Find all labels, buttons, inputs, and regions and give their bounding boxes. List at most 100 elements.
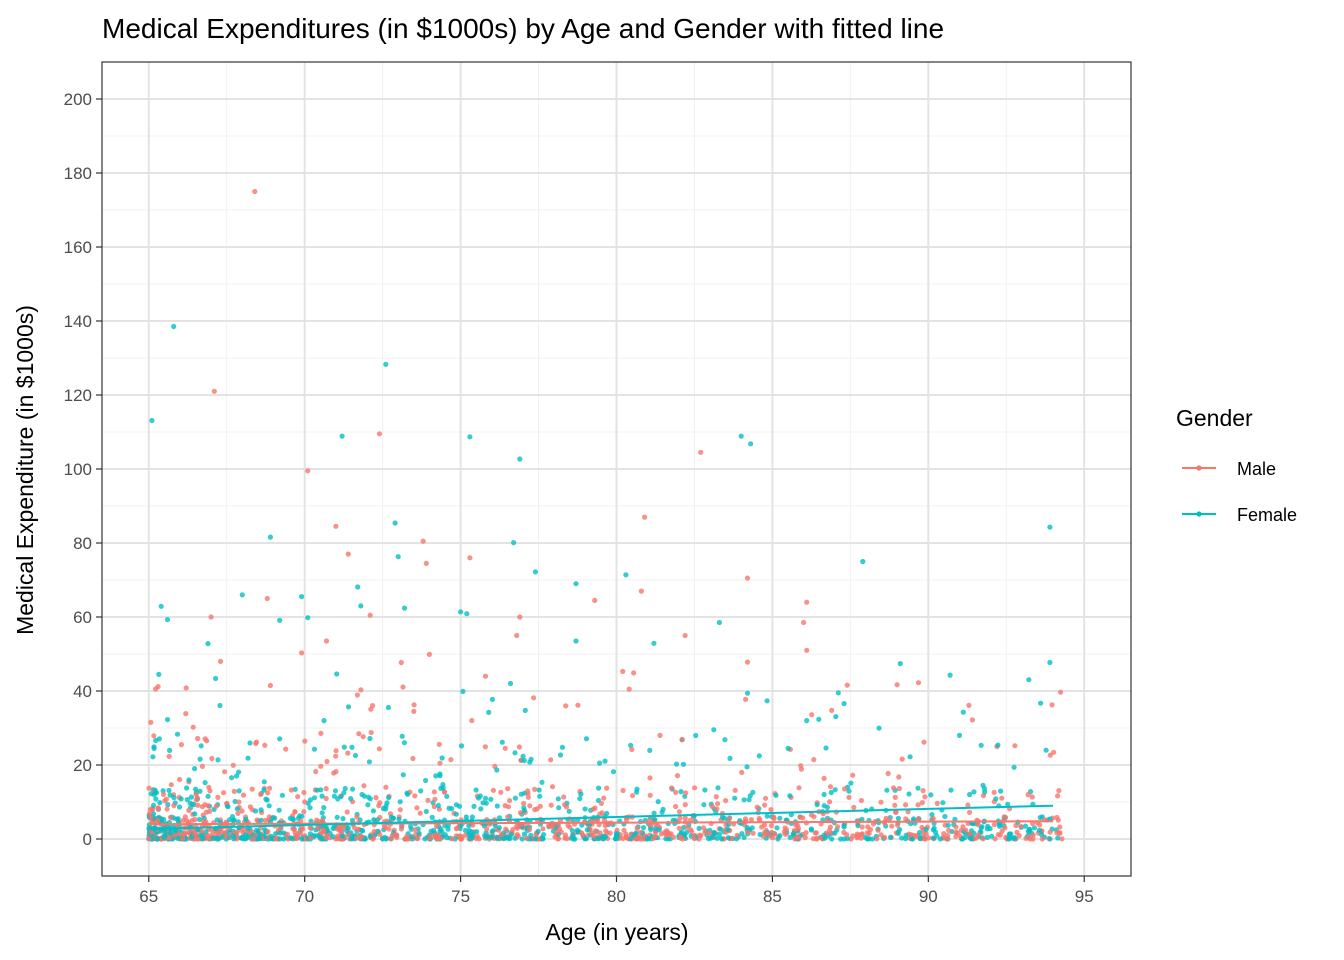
point-female [374, 817, 381, 823]
point-male [292, 809, 298, 815]
point-female [790, 830, 797, 837]
point-female [715, 785, 721, 791]
legend: Gender Male Female [1176, 405, 1297, 525]
point-male [323, 786, 329, 792]
point-female [167, 747, 173, 754]
point-female [848, 780, 854, 786]
point-male [850, 772, 856, 778]
point-female [738, 433, 744, 439]
point-female [247, 740, 253, 746]
point-female [968, 836, 974, 842]
point-female [507, 680, 514, 687]
x-axis-title: Age (in years) [545, 919, 688, 945]
point-male [715, 801, 721, 807]
point-male [739, 769, 745, 776]
point-female [756, 753, 762, 759]
point-male [423, 560, 429, 567]
point-female [149, 417, 155, 424]
point-female [612, 836, 619, 842]
point-female [648, 826, 654, 833]
fit-line-male [148, 820, 1054, 826]
point-female [787, 793, 793, 799]
point-female [319, 810, 325, 816]
point-female [197, 756, 203, 762]
point-male [771, 814, 777, 820]
point-male [183, 711, 189, 717]
point-female [338, 793, 344, 800]
point-female [1055, 835, 1061, 841]
point-female [429, 814, 435, 821]
point-male [192, 816, 198, 823]
point-male [505, 814, 511, 820]
point-female [384, 800, 390, 806]
x-tick-label: 95 [1075, 887, 1094, 906]
point-female [464, 611, 470, 617]
point-male [892, 794, 898, 801]
point-male [437, 760, 443, 766]
point-male [484, 826, 490, 832]
point-female [176, 804, 183, 810]
x-tick-label: 75 [451, 887, 470, 906]
point-female [345, 704, 352, 710]
point-female [164, 617, 171, 623]
point-female [1047, 659, 1053, 666]
point-male [664, 832, 670, 838]
point-male [301, 809, 307, 815]
point-female [906, 791, 912, 797]
point-male [999, 795, 1005, 801]
point-female [277, 836, 283, 842]
point-male [676, 809, 683, 815]
point-female [573, 638, 579, 644]
point-female [773, 792, 779, 799]
point-male [946, 827, 952, 834]
point-female [1005, 801, 1011, 807]
point-male [734, 832, 740, 839]
point-male [638, 588, 645, 594]
point-male [713, 794, 719, 800]
point-female [719, 836, 725, 842]
point-male [674, 773, 681, 779]
point-female [702, 787, 708, 793]
point-male [592, 597, 598, 604]
point-male [168, 782, 174, 788]
point-female [397, 799, 403, 805]
point-male [283, 746, 289, 752]
point-male [202, 736, 208, 742]
point-female [967, 791, 973, 798]
point-male [517, 614, 523, 620]
point-female [979, 824, 985, 830]
point-male [803, 830, 809, 836]
point-female [408, 826, 414, 832]
point-male [323, 638, 330, 644]
point-male [759, 824, 765, 830]
point-male [915, 802, 921, 808]
point-female [1047, 836, 1053, 842]
point-female [264, 797, 270, 803]
point-female [644, 835, 650, 841]
point-female [633, 830, 639, 836]
point-male [782, 831, 789, 837]
point-male [999, 828, 1005, 834]
point-male [171, 803, 177, 809]
point-male [768, 823, 775, 829]
point-female [330, 825, 336, 832]
point-male [562, 802, 568, 808]
point-female [640, 825, 647, 831]
point-female [408, 834, 415, 840]
point-female [987, 826, 993, 832]
point-male [814, 835, 820, 841]
point-male [193, 797, 199, 803]
point-male [811, 814, 817, 820]
point-female [460, 688, 466, 695]
point-female [823, 745, 829, 751]
point-male [698, 449, 704, 455]
point-female [701, 802, 707, 808]
point-female [236, 788, 242, 794]
point-male [267, 785, 273, 791]
point-female [453, 811, 459, 817]
point-female [475, 795, 482, 801]
point-female [307, 797, 313, 803]
point-male [469, 717, 475, 724]
point-male [548, 802, 554, 808]
point-male [320, 829, 326, 835]
